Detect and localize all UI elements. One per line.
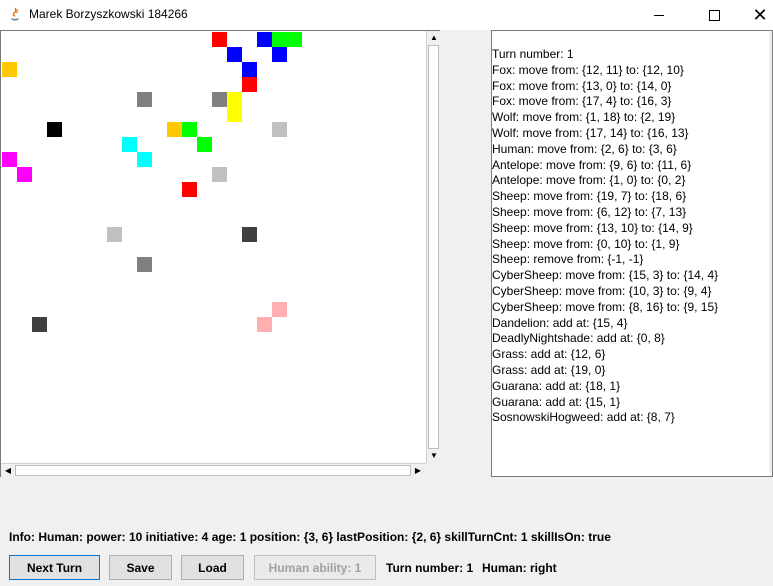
organism-cell xyxy=(272,122,287,137)
organism-cell xyxy=(257,317,272,332)
log-vertical-scrollbar[interactable] xyxy=(769,31,772,476)
organism-cell xyxy=(107,227,122,242)
organism-cell xyxy=(242,77,257,92)
maximize-button[interactable] xyxy=(691,0,737,30)
board-vertical-scroll-thumb[interactable] xyxy=(428,45,439,449)
world-board-panel: ▲ ▼ ◀ ▶ xyxy=(0,30,441,478)
log-line: DeadlyNightshade: add at: {0, 8} xyxy=(492,331,665,346)
title-bar: Marek Borzyszkowski 184266 ✕ xyxy=(0,0,773,30)
log-line: CyberSheep: move from: {10, 3} to: {9, 4… xyxy=(492,283,712,298)
organism-cell xyxy=(212,167,227,182)
load-button[interactable]: Load xyxy=(181,555,244,580)
log-line: Fox: move from: {13, 0} to: {14, 0} xyxy=(492,78,672,93)
organism-cell xyxy=(2,152,17,167)
log-line: Sheep: move from: {19, 7} to: {18, 6} xyxy=(492,189,687,204)
log-line: CyberSheep: move from: {15, 3} to: {14, … xyxy=(492,268,719,283)
organism-cell xyxy=(137,92,152,107)
scroll-corner xyxy=(426,463,440,477)
log-line: Antelope: move from: {1, 0} to: {0, 2} xyxy=(492,173,686,188)
organism-cell xyxy=(272,47,287,62)
java-icon xyxy=(11,7,19,21)
scroll-down-icon[interactable]: ▼ xyxy=(430,451,438,460)
log-line: Human: move from: {2, 6} to: {3, 6} xyxy=(492,141,677,156)
log-line: Wolf: move from: {1, 18} to: {2, 19} xyxy=(492,110,676,125)
organism-cell xyxy=(227,107,242,122)
log-line: Fox: move from: {12, 11} to: {12, 10} xyxy=(492,62,684,77)
board-horizontal-scroll-thumb[interactable] xyxy=(15,465,411,476)
organism-cell xyxy=(197,137,212,152)
log-line: Antelope: move from: {9, 6} to: {11, 6} xyxy=(492,157,692,172)
maximize-icon xyxy=(708,9,720,21)
human-direction-label: Human: right xyxy=(482,561,557,575)
info-text: Info: Human: power: 10 initiative: 4 age… xyxy=(9,530,611,544)
organism-cell xyxy=(227,47,242,62)
event-log: Turn number: 1 Fox: move from: {12, 11} t… xyxy=(492,47,718,426)
organism-cell xyxy=(32,317,47,332)
log-line: Turn number: 1 xyxy=(492,47,574,61)
organism-cell xyxy=(257,32,272,47)
organism-cell xyxy=(227,92,242,107)
log-line: Dandelion: add at: {15, 4} xyxy=(492,315,628,330)
log-line: Sheep: remove from: {-1, -1} xyxy=(492,252,644,267)
log-line: Wolf: move from: {17, 14} to: {16, 13} xyxy=(492,125,689,140)
log-line: Grass: add at: {19, 0} xyxy=(492,362,606,377)
log-line: Sheep: move from: {13, 10} to: {14, 9} xyxy=(492,220,693,235)
save-button[interactable]: Save xyxy=(109,555,172,580)
log-line: Guarana: add at: {18, 1} xyxy=(492,378,621,393)
close-button[interactable]: ✕ xyxy=(737,0,773,30)
log-line: SosnowskiHogweed: add at: {8, 7} xyxy=(492,410,675,425)
organism-cell xyxy=(122,137,137,152)
scroll-up-icon[interactable]: ▲ xyxy=(430,33,438,42)
organism-cell xyxy=(242,62,257,77)
minimize-button[interactable] xyxy=(636,0,682,30)
turn-number-label: Turn number: 1 xyxy=(386,561,474,575)
event-log-panel[interactable]: Turn number: 1 Fox: move from: {12, 11} t… xyxy=(491,30,773,477)
next-turn-button[interactable]: Next Turn xyxy=(9,555,100,580)
human-ability-button[interactable]: Human ability: 1 xyxy=(254,555,376,580)
organism-cell xyxy=(212,32,227,47)
log-line: Grass: add at: {12, 6} xyxy=(492,347,606,362)
organism-cell xyxy=(17,167,32,182)
close-icon: ✕ xyxy=(752,5,768,25)
board-vertical-scrollbar[interactable]: ▲ ▼ xyxy=(426,31,441,463)
organism-cell xyxy=(137,257,152,272)
organism-cell xyxy=(242,227,257,242)
log-line: Sheep: move from: {6, 12} to: {7, 13} xyxy=(492,204,687,219)
log-line: CyberSheep: move from: {8, 16} to: {9, 1… xyxy=(492,299,719,314)
organism-cell xyxy=(272,302,287,317)
world-board[interactable] xyxy=(1,31,426,463)
organism-cell xyxy=(47,122,62,137)
scroll-left-icon[interactable]: ◀ xyxy=(4,466,12,475)
organism-cell xyxy=(137,152,152,167)
organism-cell xyxy=(212,92,227,107)
log-line: Guarana: add at: {15, 1} xyxy=(492,394,621,409)
scroll-right-icon[interactable]: ▶ xyxy=(414,466,422,475)
organism-cell xyxy=(182,122,197,137)
window-title: Marek Borzyszkowski 184266 xyxy=(29,7,188,21)
log-line: Sheep: move from: {0, 10} to: {1, 9} xyxy=(492,236,680,251)
organism-cell xyxy=(167,122,182,137)
organism-cell xyxy=(287,32,302,47)
organism-cell xyxy=(182,182,197,197)
organism-cell xyxy=(2,62,17,77)
minimize-icon xyxy=(654,14,664,16)
board-horizontal-scrollbar[interactable]: ◀ ▶ xyxy=(1,463,426,478)
organism-cell xyxy=(272,32,287,47)
log-line: Fox: move from: {17, 4} to: {16, 3} xyxy=(492,94,672,109)
